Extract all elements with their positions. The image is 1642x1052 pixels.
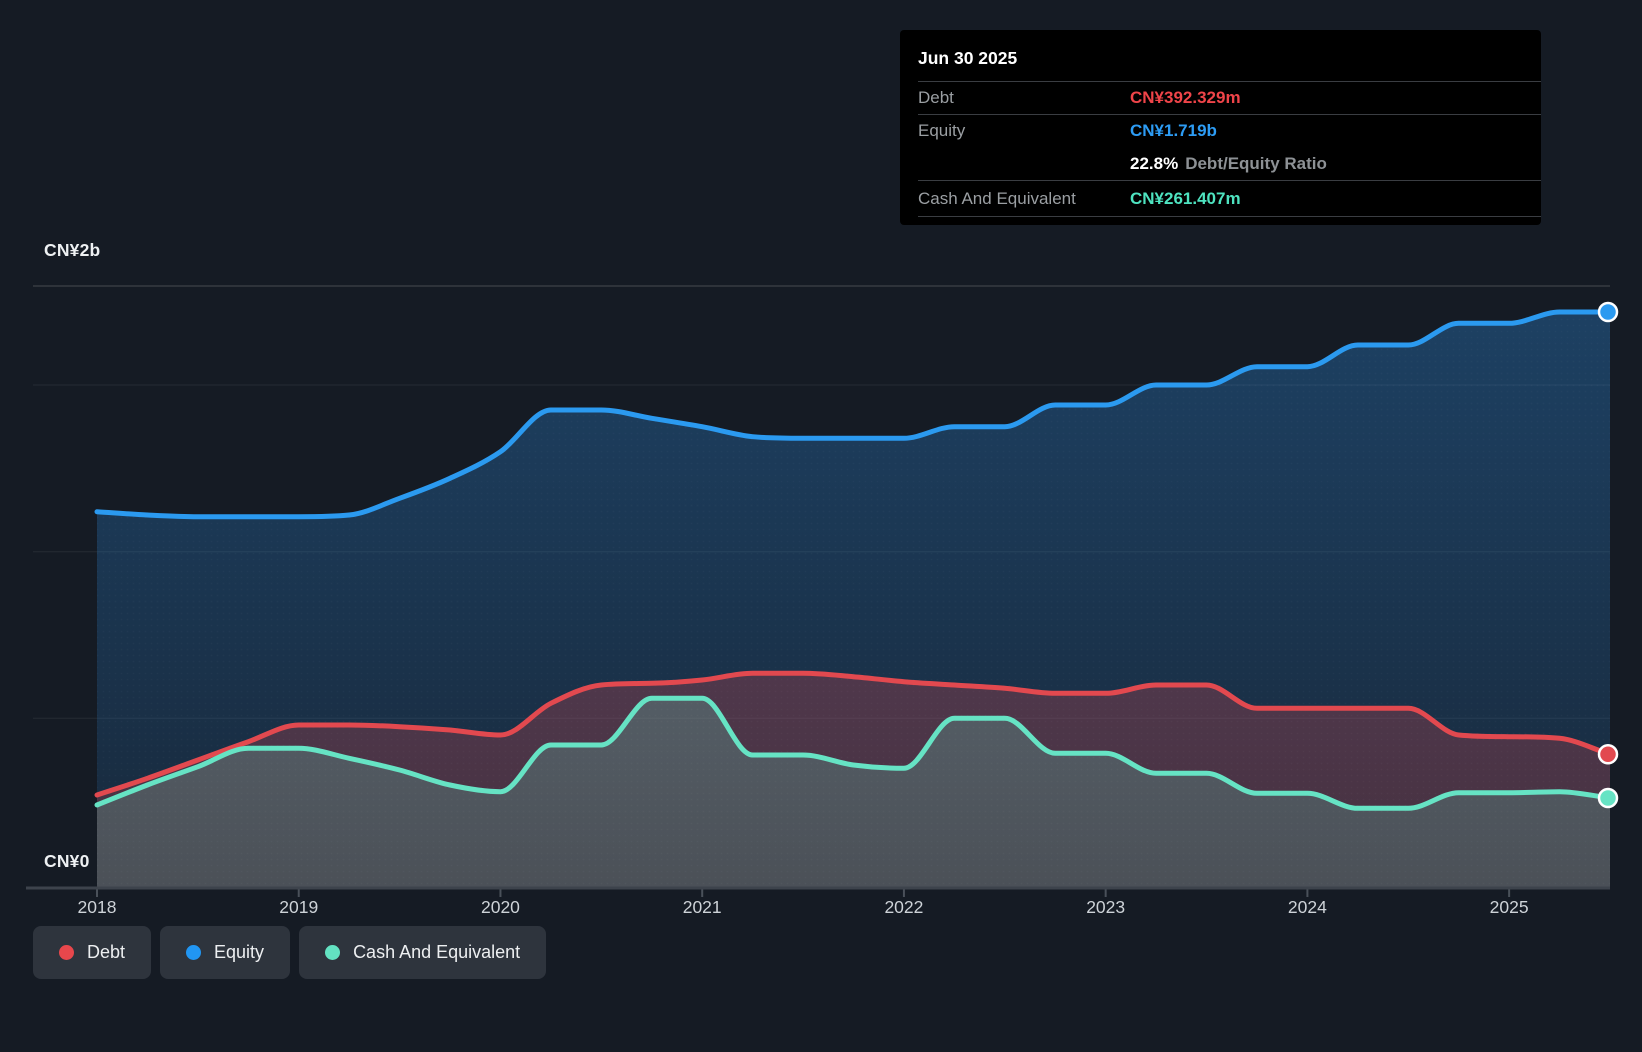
tooltip-cash-label: Cash And Equivalent xyxy=(918,188,1076,208)
x-axis-label-2022: 2022 xyxy=(884,897,924,917)
x-axis-label-2025: 2025 xyxy=(1489,897,1529,917)
legend-debt-label: Debt xyxy=(87,942,126,962)
legend-cash-label: Cash And Equivalent xyxy=(353,942,521,962)
tooltip-bottom-divider xyxy=(918,216,1541,217)
y-axis-label-max: CN¥2b xyxy=(44,240,101,260)
cash-endpoint-dot xyxy=(1597,787,1619,809)
tooltip-ratio-label: Debt/Equity Ratio xyxy=(1185,153,1327,173)
x-axis-label-2018: 2018 xyxy=(77,897,117,917)
tooltip: Jun 30 2025 Debt CN¥392.329m Equity CN¥1… xyxy=(900,30,1541,225)
equity-endpoint-dot xyxy=(1597,301,1619,323)
x-axis-labels: 2018 2019 2020 2021 2022 2023 2024 2025 xyxy=(0,897,1642,923)
tooltip-date: Jun 30 2025 xyxy=(918,48,1018,68)
equity-line xyxy=(94,309,1613,520)
tooltip-cash-value: CN¥261.407m xyxy=(1130,188,1241,208)
x-axis-label-2020: 2020 xyxy=(480,897,520,917)
tooltip-row-debt: Debt CN¥392.329m xyxy=(918,81,1541,114)
y-axis-label-zero: CN¥0 xyxy=(44,851,90,871)
legend-item-debt[interactable]: Debt xyxy=(33,926,152,979)
x-axis-label-2021: 2021 xyxy=(682,897,722,917)
equity-dot-icon xyxy=(186,945,202,960)
tooltip-equity-value: CN¥1.719b xyxy=(1130,121,1217,140)
area-texture xyxy=(97,312,1610,888)
legend: Debt Equity Cash And Equivalent xyxy=(33,926,547,979)
cash-line xyxy=(94,695,1613,811)
tooltip-row-ratio: 22.8% Debt/Equity Ratio xyxy=(918,147,1541,180)
legend-equity-label: Equity xyxy=(214,942,265,962)
x-axis-label-2019: 2019 xyxy=(279,897,319,917)
tooltip-debt-label: Debt xyxy=(918,88,954,107)
cash-dot-icon xyxy=(325,945,341,960)
legend-item-cash[interactable]: Cash And Equivalent xyxy=(299,926,547,979)
tooltip-row-cash: Cash And Equivalent CN¥261.407m xyxy=(918,180,1541,216)
tooltip-debt-value: CN¥392.329m xyxy=(1130,88,1241,107)
debt-line xyxy=(94,670,1613,798)
legend-item-equity[interactable]: Equity xyxy=(160,926,291,979)
tooltip-equity-label: Equity xyxy=(918,121,966,140)
tooltip-row-equity: Equity CN¥1.719b xyxy=(918,114,1541,147)
tooltip-ratio-value: 22.8% xyxy=(1130,153,1179,173)
debt-dot-icon xyxy=(59,945,74,960)
x-axis-label-2023: 2023 xyxy=(1086,897,1126,917)
x-axis-label-2024: 2024 xyxy=(1287,897,1327,917)
debt-endpoint-dot xyxy=(1597,744,1619,765)
